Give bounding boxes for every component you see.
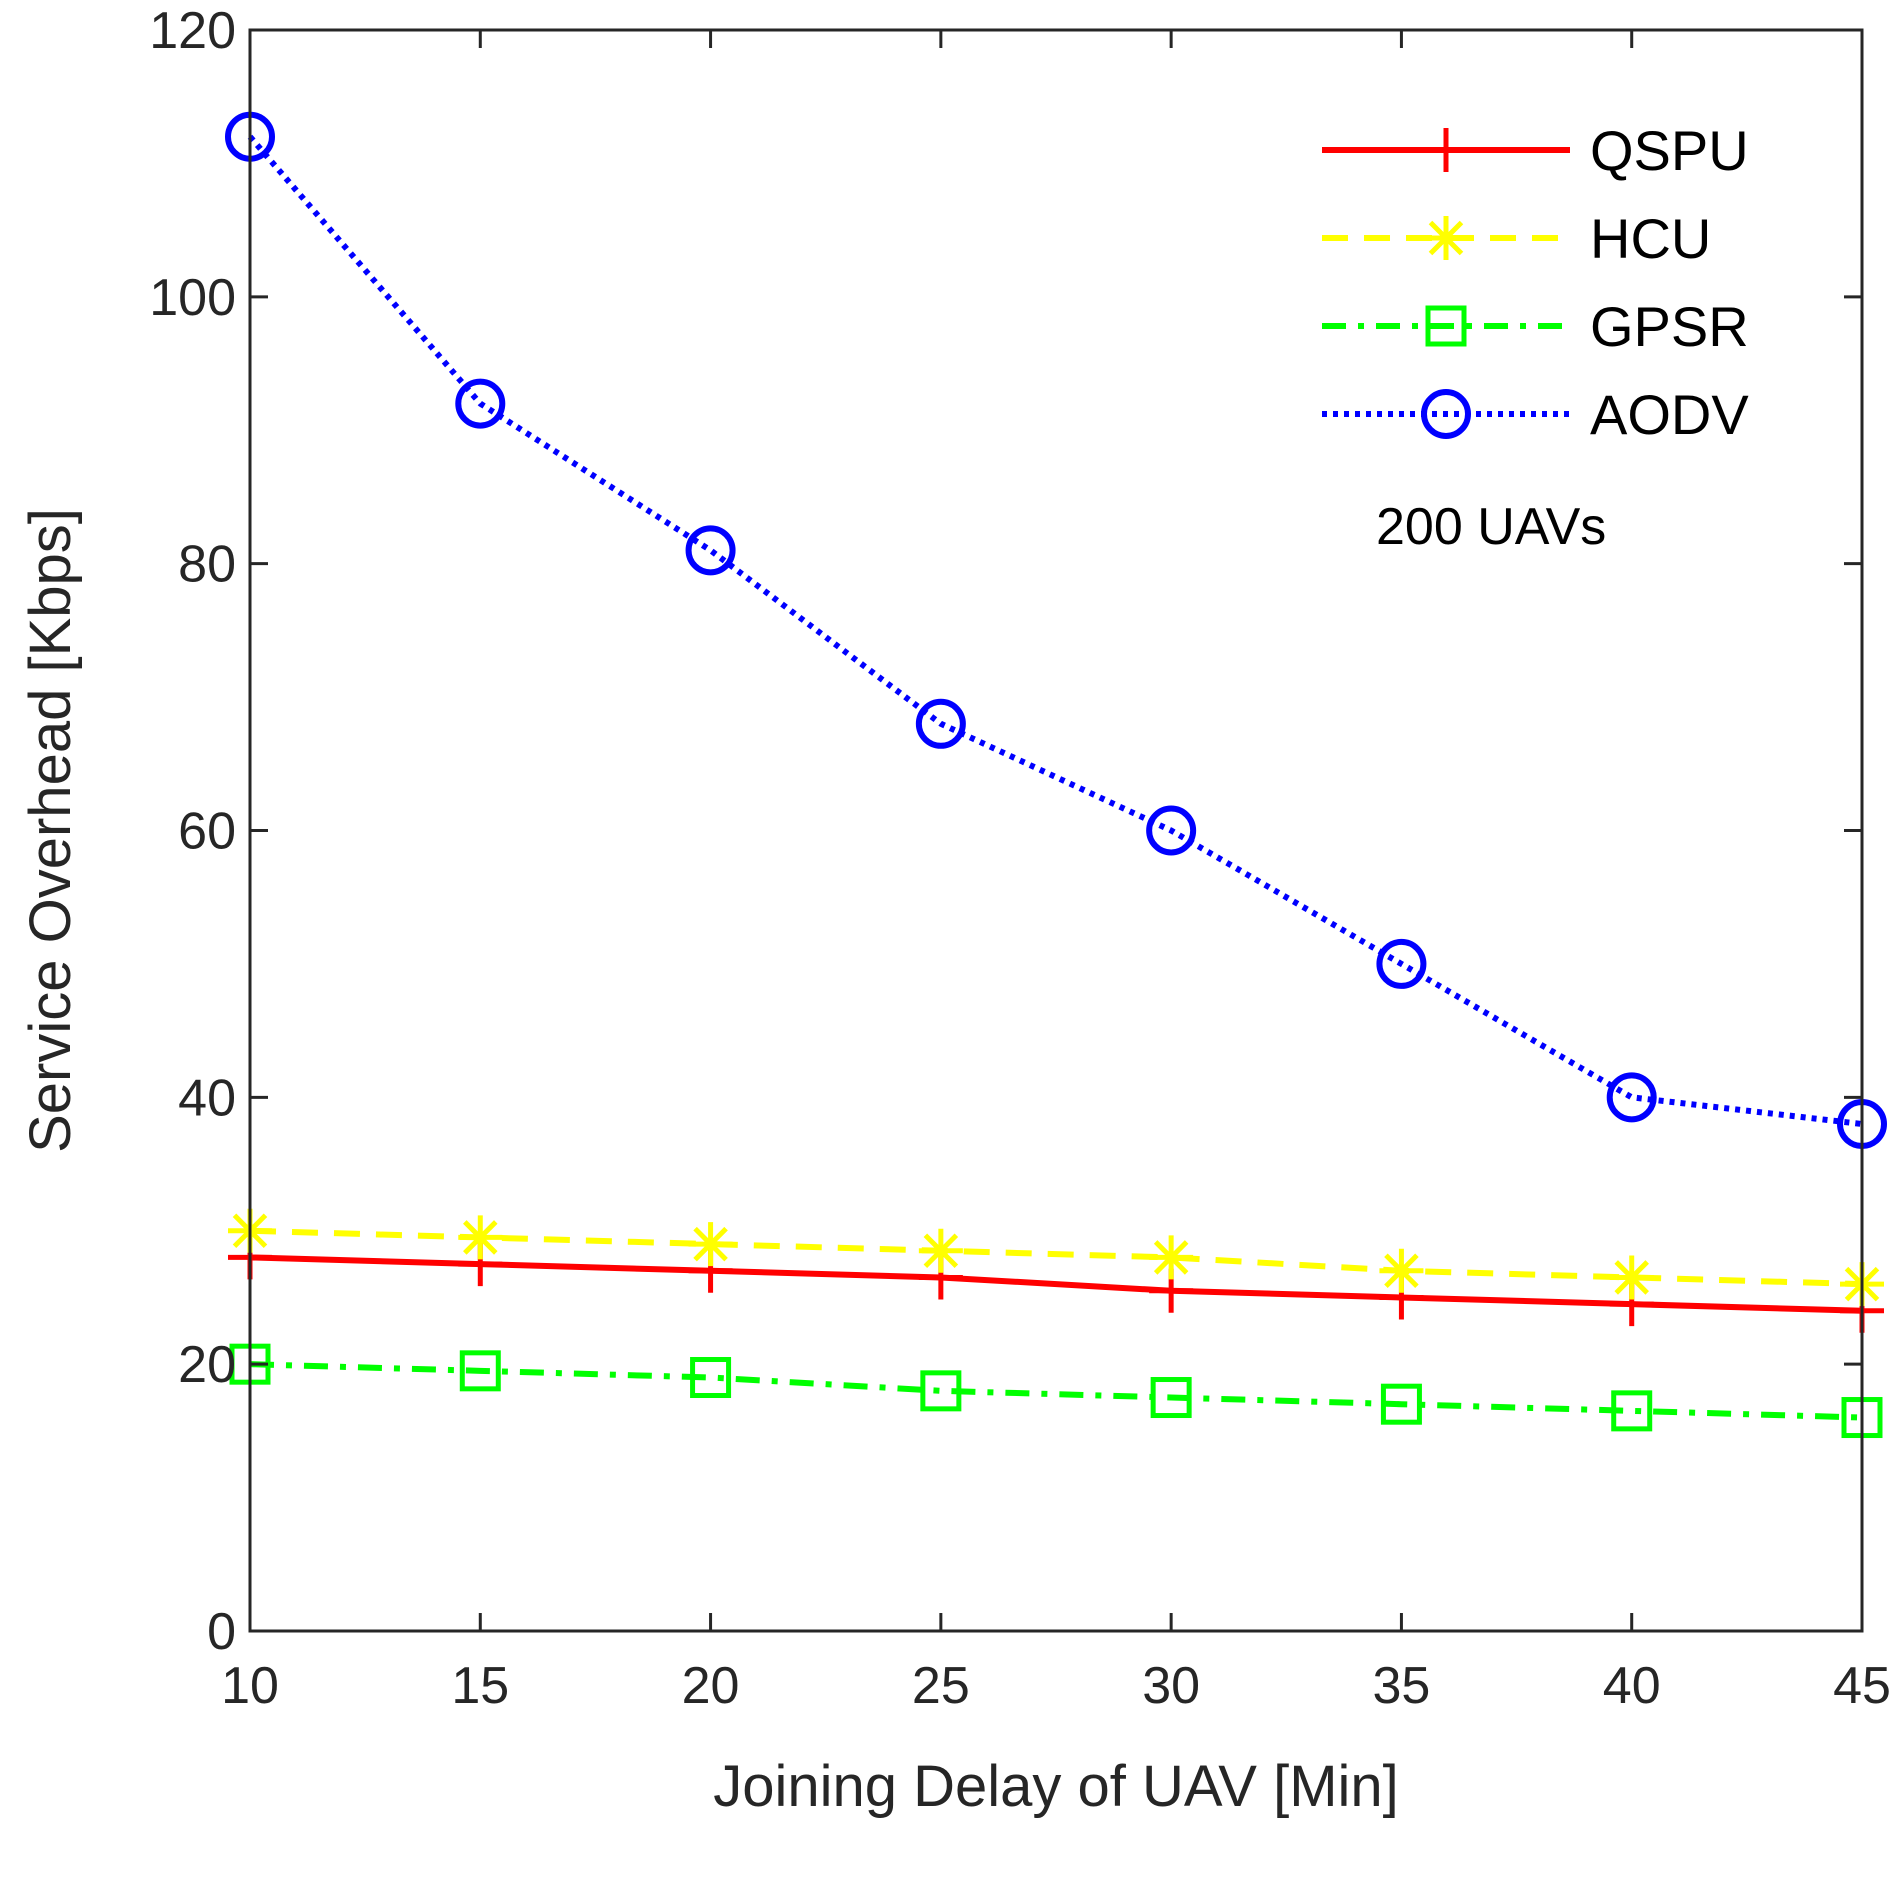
legend-label: AODV — [1590, 383, 1749, 446]
marker-asterisk — [688, 1222, 733, 1267]
y-axis-title: Service Overhead [Kbps] — [18, 508, 83, 1153]
marker-circle — [1146, 805, 1197, 856]
y-tick-label: 60 — [178, 803, 236, 861]
series-hcu — [228, 1208, 1884, 1307]
y-tick-label: 100 — [149, 269, 236, 327]
series-line-hcu — [249, 1227, 1863, 1288]
x-tick-label: 20 — [682, 1657, 740, 1715]
legend-item-aodv: AODV — [1322, 383, 1749, 446]
marker-circle — [1421, 389, 1471, 439]
marker-square — [1611, 1390, 1653, 1432]
ticks: 10 15 20 25 30 35 40 45 0 20 40 60 80 100 120 — [149, 2, 1891, 1715]
marker-square — [1425, 305, 1467, 347]
legend-label: HCU — [1590, 207, 1711, 270]
marker-asterisk-d2 — [923, 1233, 959, 1269]
marker-circle — [1376, 938, 1427, 989]
marker-asterisk-d2 — [1614, 1260, 1649, 1295]
x-tick-label: 40 — [1603, 1657, 1661, 1715]
x-axis-title: Joining Delay of UAV [Min] — [713, 1754, 1399, 1819]
marker-square — [459, 1350, 501, 1392]
marker-asterisk — [1149, 1235, 1194, 1280]
y-tick-label: 20 — [178, 1336, 236, 1394]
annotation-label: 200 UAVs — [1376, 498, 1606, 556]
legend-item-gpsr: GPSR — [1322, 295, 1749, 358]
marker-asterisk-d2 — [463, 1220, 498, 1255]
legend-label: QSPU — [1590, 119, 1749, 182]
marker-asterisk-d2 — [1153, 1240, 1189, 1275]
series-line-aodv — [247, 134, 1863, 1127]
series-line-qspu — [249, 1254, 1863, 1314]
marker-square — [1150, 1377, 1192, 1419]
marker-square — [920, 1370, 962, 1412]
marker-circle — [455, 378, 506, 429]
y-tick-label: 40 — [178, 1069, 236, 1127]
marker-asterisk — [1609, 1255, 1654, 1300]
legend-label: GPSR — [1590, 295, 1749, 358]
marker-circle — [915, 698, 966, 749]
marker-asterisk — [918, 1228, 963, 1273]
y-tick-label: 120 — [149, 2, 236, 60]
y-tick-label: 0 — [207, 1603, 236, 1661]
x-tick-label: 45 — [1833, 1657, 1891, 1715]
marker-circle — [685, 525, 736, 576]
marker-asterisk — [458, 1215, 503, 1260]
x-tick-label: 35 — [1373, 1657, 1431, 1715]
marker-asterisk-d2 — [1428, 220, 1464, 256]
marker-plus — [1424, 128, 1468, 172]
x-tick-label: 15 — [451, 1657, 509, 1715]
marker-asterisk-d2 — [693, 1226, 728, 1262]
legend-item-hcu: HCU — [1322, 207, 1711, 270]
x-tick-label: 30 — [1142, 1657, 1200, 1715]
marker-asterisk — [1424, 216, 1468, 260]
marker-asterisk-d2 — [1384, 1253, 1419, 1289]
marker-circle — [1606, 1072, 1657, 1123]
x-tick-label: 25 — [912, 1657, 970, 1715]
legend-item-qspu: QSPU — [1322, 119, 1749, 182]
x-tick-label: 10 — [221, 1657, 279, 1715]
marker-square — [1380, 1383, 1422, 1425]
marker-square — [690, 1357, 732, 1399]
marker-asterisk — [1379, 1248, 1424, 1293]
legend: QSPU HCU GPSR AODV — [1322, 119, 1749, 446]
y-tick-label: 80 — [178, 536, 236, 594]
